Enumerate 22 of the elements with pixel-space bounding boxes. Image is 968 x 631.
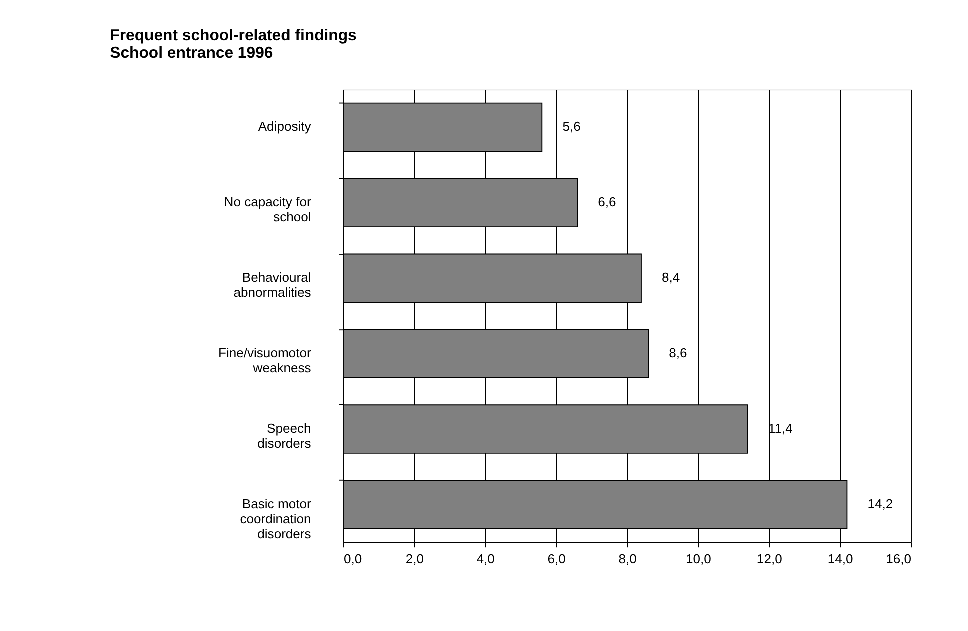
y-tick-label: Fine/visuomotor weakness <box>218 346 312 376</box>
x-tick-label: 6,0 <box>548 551 566 566</box>
x-tick-label: 14,0 <box>828 551 854 566</box>
x-tick-label: 2,0 <box>406 551 424 566</box>
y-tick-label: Adiposity <box>258 119 312 134</box>
x-tick-label: 10,0 <box>686 551 712 566</box>
y-tick-label: Basic motor coordination disorders <box>240 496 312 542</box>
data-label: 5,6 <box>562 119 581 134</box>
x-tick-label: 16,0 <box>886 551 912 566</box>
y-tick-label: No capacity for school <box>224 194 312 225</box>
x-tick-label: 8,0 <box>618 551 637 566</box>
data-label: 6,6 <box>598 194 616 210</box>
y-tick-label: Speech disorders <box>258 421 312 451</box>
x-tick-label: 4,0 <box>476 551 495 566</box>
y-tick-label: Behavioural abnormalities <box>234 270 312 300</box>
x-tick-label: 12,0 <box>756 551 782 566</box>
text: School entrance 1996 <box>110 45 274 62</box>
data-label: 8,6 <box>669 346 688 361</box>
data-label: 8,4 <box>662 270 680 286</box>
chart-title: Frequent school-related findings <box>110 27 358 44</box>
data-label: 14,2 <box>868 496 894 512</box>
x-tick-label: 0,0 <box>344 551 362 566</box>
